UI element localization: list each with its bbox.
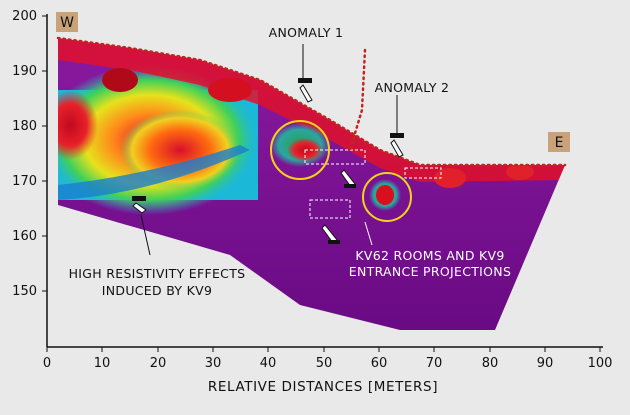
x-tick-10: 10	[94, 356, 111, 371]
pointer-icon	[340, 169, 356, 188]
x-tick-60: 60	[371, 356, 388, 371]
pointer-icon	[298, 78, 313, 103]
west-label: W	[60, 15, 74, 31]
rooms-label-line1: KV62 ROOMS AND KV9	[355, 248, 504, 263]
anomaly2-circle	[362, 172, 412, 222]
pointer-icon	[390, 133, 404, 158]
anomaly2-label: ANOMALY 2	[375, 80, 450, 95]
x-tick-100: 100	[588, 356, 613, 371]
anomaly1-circle	[270, 120, 330, 180]
y-tick-180: 180	[12, 119, 37, 134]
high-res-label-line1: HIGH RESISTIVITY EFFECTS	[69, 266, 246, 281]
y-tick-190: 190	[12, 64, 37, 79]
y-tick-150: 150	[12, 284, 37, 299]
high-res-leader	[140, 214, 151, 256]
y-tick-160: 160	[12, 229, 37, 244]
surface-profile-line	[56, 36, 567, 167]
x-tick-80: 80	[482, 356, 499, 371]
rooms-label-line2: ENTRANCE PROJECTIONS	[349, 264, 511, 279]
x-tick-20: 20	[150, 356, 167, 371]
pointer-icon	[321, 224, 340, 244]
x-tick-90: 90	[537, 356, 554, 371]
y-tick-170: 170	[12, 174, 37, 189]
east-label-box	[548, 132, 570, 152]
x-tick-70: 70	[426, 356, 443, 371]
x-axis-ticks: 0 10 20 30 40 50 60 70 80 90 100 110	[43, 347, 613, 371]
x-tick-50: 50	[316, 356, 333, 371]
x-tick-0: 0	[43, 356, 51, 371]
east-label: E	[555, 135, 564, 151]
slope-dotted-line	[348, 48, 367, 152]
x-tick-30: 30	[205, 356, 222, 371]
x-tick-40: 40	[260, 356, 277, 371]
x-axis-title: RELATIVE DISTANCES [METERS]	[208, 379, 438, 395]
anomaly1-label: ANOMALY 1	[269, 25, 344, 40]
pointer-icon	[132, 196, 147, 214]
y-axis-ticks: 200 190 180 170 160 150	[12, 9, 47, 299]
y-tick-200: 200	[12, 9, 37, 24]
high-res-label-line2: INDUCED BY KV9	[102, 283, 212, 298]
west-label-box	[56, 12, 78, 32]
rooms-leader	[364, 221, 373, 246]
